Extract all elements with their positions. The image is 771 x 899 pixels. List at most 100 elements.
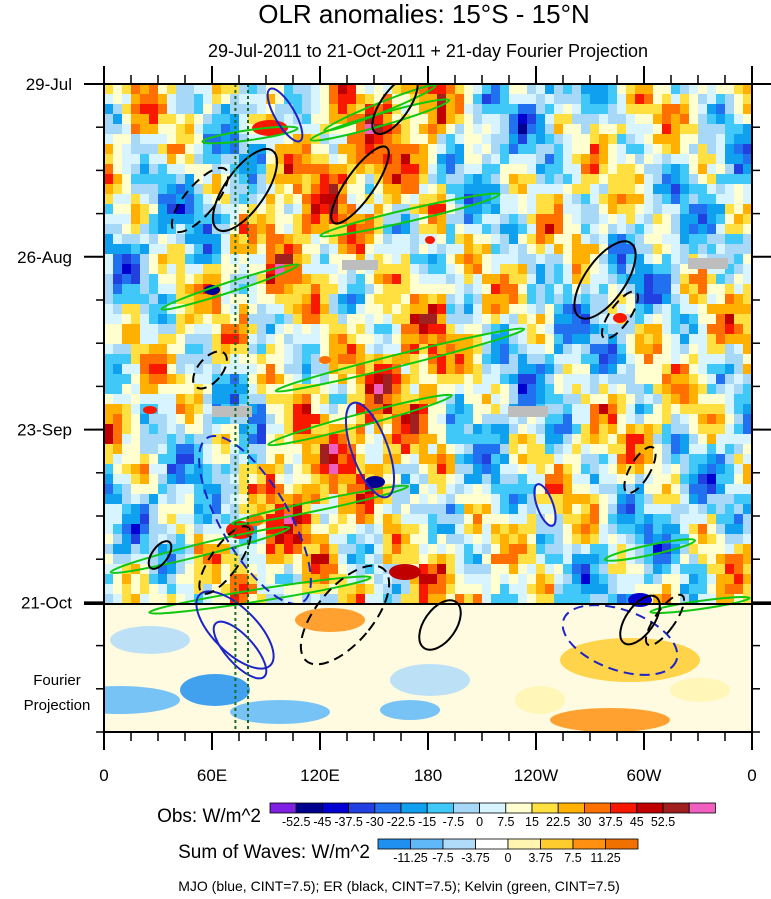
field-cell [284,154,294,165]
field-cell [221,354,231,365]
field-cell [392,314,402,325]
field-cell [284,474,294,485]
field-cell [248,174,258,185]
kelvin-contour [319,192,501,238]
field-cell [320,394,330,405]
field-cell [266,324,276,335]
field-cell [131,364,141,375]
field-cell [464,404,474,415]
field-cell [698,324,708,335]
colorbar-box [507,838,541,850]
field-cell [167,104,177,115]
field-cell [167,144,177,155]
field-cell [347,544,357,555]
field-cell [437,184,447,195]
field-cell [365,94,375,105]
field-cell [527,434,537,445]
field-cell [545,134,555,145]
field-cell [347,184,357,195]
field-cell [356,424,366,435]
mjo-contour [266,87,304,143]
field-cell [167,284,177,295]
field-cell [464,154,474,165]
field-cell [473,354,483,365]
field-cell [518,454,528,465]
field-cell [185,414,195,425]
field-cell [563,344,573,355]
field-cell [509,424,519,435]
field-cell [446,294,456,305]
field-cell [158,104,168,115]
field-cell [734,524,744,535]
field-cell [419,514,429,525]
field-cell [275,204,285,215]
field-cell [725,434,735,445]
field-cell [113,384,123,395]
field-cell [392,374,402,385]
field-cell [680,164,690,175]
field-cell [347,494,357,505]
field-cell [347,224,357,235]
field-cell [554,404,564,415]
field-cell [284,174,294,185]
field-cell [437,264,447,275]
field-cell [518,114,528,125]
field-cell [293,164,303,175]
field-cell [509,384,519,395]
field-cell [284,114,294,125]
field-cell [122,124,132,135]
field-cell [365,454,375,465]
field-cell [527,184,537,195]
field-cell [446,84,456,95]
field-cell [689,474,699,485]
field-cell [329,274,339,285]
field-cell [239,174,249,185]
field-cell [239,84,249,95]
field-cell [491,524,501,535]
field-cell [743,124,752,135]
field-cell [734,154,744,165]
field-cell [653,534,663,545]
field-cell [644,184,654,195]
field-cell [320,364,330,375]
field-cell [671,254,681,265]
field-cell [257,184,267,195]
field-cell [473,524,483,535]
field-cell [698,404,708,415]
field-cell [581,234,591,245]
field-cell [626,314,636,325]
legend-note: MJO (blue, CINT=7.5); ER (black, CINT=7.… [178,878,620,894]
field-cell [104,574,114,585]
field-cell [122,184,132,195]
field-cell [239,594,249,605]
field-cell [572,474,582,485]
field-cell [131,224,141,235]
field-cell [563,464,573,475]
field-cell [266,404,276,415]
field-cell [671,344,681,355]
field-cell [635,164,645,175]
waves-colorbar-label: Sum of Waves: W/m^2 [178,842,370,863]
field-cell [383,494,393,505]
field-cell [734,534,744,545]
field-cell [194,124,204,135]
field-cell [203,564,213,575]
field-cell [437,484,447,495]
field-cell [140,424,150,435]
field-cell [554,114,564,125]
field-cell [590,574,600,585]
field-cell [725,94,735,105]
field-cell [428,544,438,555]
field-cell [554,424,564,435]
field-cell [716,134,726,145]
field-cell [500,354,510,365]
field-cell [122,394,132,405]
field-cell [455,114,465,125]
field-cell [338,274,348,285]
field-cell [185,584,195,595]
field-cell [734,424,744,435]
field-cell [365,564,375,575]
field-cell [626,214,636,225]
field-cell [536,354,546,365]
field-cell [581,374,591,385]
